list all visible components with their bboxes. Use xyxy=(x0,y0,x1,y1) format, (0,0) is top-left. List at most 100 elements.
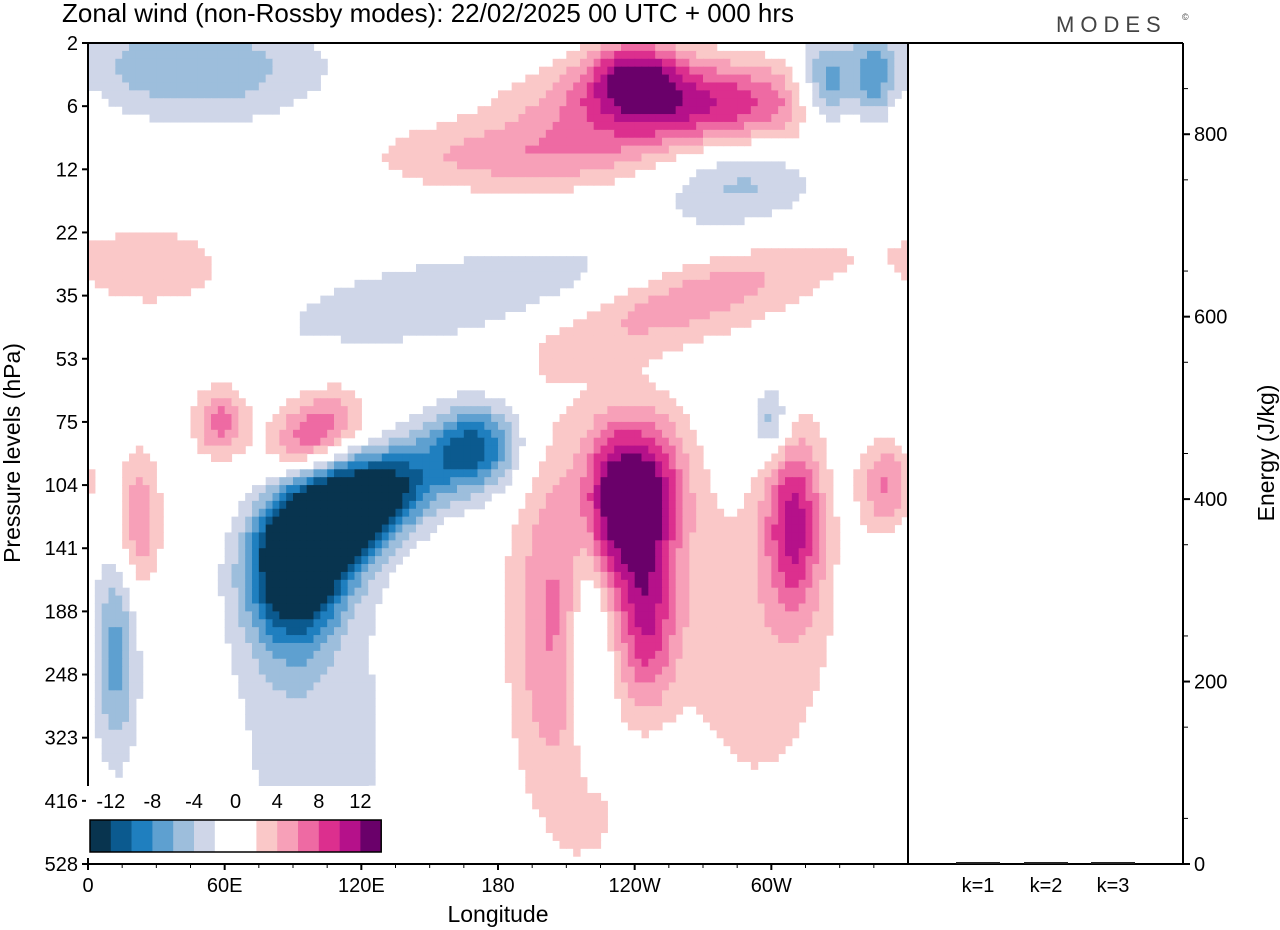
heatmap-cell xyxy=(327,603,335,612)
heatmap-cell xyxy=(586,469,595,478)
heatmap-cell xyxy=(771,192,779,202)
heatmap-cell xyxy=(217,429,226,439)
heatmap-cell xyxy=(744,106,752,115)
heatmap-cell xyxy=(354,611,362,620)
heatmap-cell xyxy=(477,406,485,415)
heatmap-cell xyxy=(491,477,499,486)
heatmap-cell xyxy=(402,485,410,494)
heatmap-cell xyxy=(361,548,369,557)
heatmap-cell xyxy=(532,271,540,281)
heatmap-cell xyxy=(675,192,684,202)
heatmap-cell xyxy=(791,98,800,107)
heatmap-cell xyxy=(675,406,684,415)
heatmap-cell xyxy=(785,540,793,549)
heatmap-cell xyxy=(689,477,697,486)
heatmap-cell xyxy=(744,311,752,320)
heatmap-cell xyxy=(457,295,465,305)
heatmap-cell xyxy=(231,82,239,91)
heatmap-cell xyxy=(655,603,663,612)
heatmap-cell xyxy=(327,524,335,534)
heatmap-cell xyxy=(757,611,766,620)
heatmap-cell xyxy=(88,485,96,494)
heatmap-cell xyxy=(450,398,458,407)
heatmap-cell xyxy=(463,169,472,178)
heatmap-cell xyxy=(238,635,246,644)
heatmap-cell xyxy=(368,690,376,699)
heatmap-cell xyxy=(634,129,643,139)
heatmap-cell xyxy=(197,398,205,407)
heatmap-cell xyxy=(764,516,772,526)
heatmap-cell xyxy=(122,682,130,691)
heatmap-cell xyxy=(279,500,287,510)
heatmap-cell xyxy=(313,635,321,644)
heatmap-cell xyxy=(327,398,335,407)
heatmap-cell xyxy=(190,50,198,60)
heatmap-cell xyxy=(771,492,779,502)
heatmap-cell xyxy=(545,595,554,605)
heatmap-cell xyxy=(142,43,151,52)
heatmap-cell xyxy=(463,485,472,494)
heatmap-cell xyxy=(791,492,800,502)
heatmap-cell xyxy=(552,485,561,494)
heatmap-cell xyxy=(340,311,349,320)
heatmap-cell xyxy=(129,658,137,668)
heatmap-cell xyxy=(217,445,226,455)
heatmap-cell xyxy=(224,453,233,462)
heatmap-cell xyxy=(696,540,704,549)
heatmap-cell xyxy=(593,177,602,186)
heatmap-cell xyxy=(586,366,595,376)
heatmap-cell xyxy=(682,58,690,68)
heatmap-cell xyxy=(880,74,889,84)
heatmap-cell xyxy=(860,500,868,510)
heatmap-cell xyxy=(265,74,274,84)
heatmap-cell xyxy=(94,619,103,628)
heatmap-cell xyxy=(627,121,636,131)
heatmap-cell xyxy=(504,279,513,289)
heatmap-cell xyxy=(757,579,766,589)
heatmap-cell xyxy=(224,82,233,91)
heatmap-cell xyxy=(313,548,321,557)
heatmap-cell xyxy=(580,114,588,123)
heatmap-cell xyxy=(778,587,786,597)
heatmap-cell xyxy=(785,650,793,660)
heatmap-cell xyxy=(477,129,485,139)
heatmap-cell xyxy=(340,556,349,565)
heatmap-cell xyxy=(580,98,588,107)
heatmap-cell xyxy=(600,82,608,91)
heatmap-cell xyxy=(525,603,533,612)
heatmap-cell xyxy=(675,611,684,620)
heatmap-cell xyxy=(600,311,608,320)
heatmap-cell xyxy=(498,271,506,281)
heatmap-cell xyxy=(176,82,185,91)
heatmap-cell xyxy=(607,169,615,178)
heatmap-cell xyxy=(723,540,731,549)
heatmap-cell xyxy=(682,279,690,289)
heatmap-cell xyxy=(347,492,356,502)
heatmap-cell xyxy=(511,666,520,676)
heatmap-cell xyxy=(340,564,349,573)
heatmap-cell xyxy=(668,311,677,320)
heatmap-cell xyxy=(108,579,116,589)
heatmap-cell xyxy=(183,58,192,68)
heatmap-cell xyxy=(696,216,704,226)
heatmap-cell xyxy=(163,287,171,297)
heatmap-cell xyxy=(409,271,417,281)
heatmap-cell xyxy=(573,327,581,336)
heatmap-cell xyxy=(265,642,274,652)
heatmap-cell xyxy=(791,248,800,257)
heatmap-cell xyxy=(709,98,718,107)
heatmap-cell xyxy=(450,469,458,478)
heatmap-cell xyxy=(306,406,315,415)
heatmap-cell xyxy=(122,279,130,289)
heatmap-cell xyxy=(422,485,431,494)
heatmap-cell xyxy=(648,564,656,573)
heatmap-cell xyxy=(286,564,294,573)
heatmap-cell xyxy=(880,477,889,486)
heatmap-cell xyxy=(545,121,554,131)
heatmap-cell xyxy=(785,287,793,297)
heatmap-cell xyxy=(662,66,670,76)
heatmap-cell xyxy=(573,579,581,589)
heatmap-cell xyxy=(347,295,356,305)
heatmap-cell xyxy=(586,90,595,99)
heatmap-cell xyxy=(115,50,123,60)
